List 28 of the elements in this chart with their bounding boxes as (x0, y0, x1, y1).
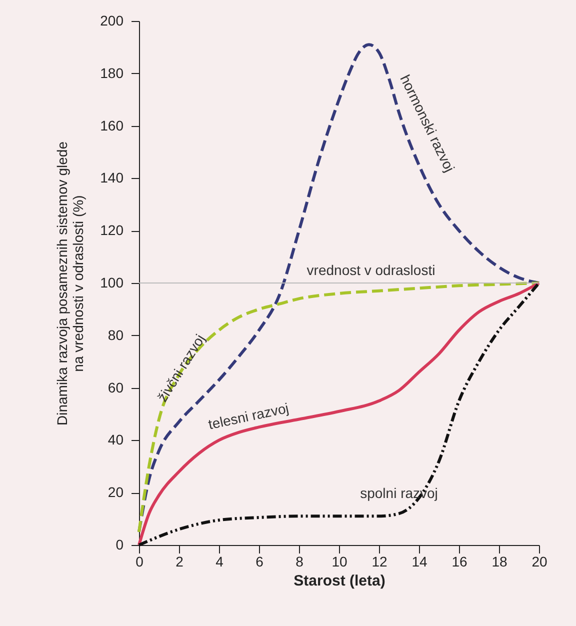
y-tick-label: 60 (108, 379, 124, 396)
x-axis-title: Starost (leta) (294, 572, 386, 590)
y-tick-label: 120 (100, 222, 124, 238)
x-tick-label: 12 (372, 554, 388, 570)
x-tick-label: 2 (176, 554, 184, 570)
x-tick-label: 0 (136, 554, 144, 570)
x-tick-label: 16 (452, 554, 468, 570)
y-tick-label: 140 (100, 170, 124, 186)
y-tick-label: 200 (100, 12, 124, 28)
text: telesni razvoj (206, 400, 290, 432)
x-tick-label: 18 (492, 554, 508, 570)
x-tick-label: 14 (412, 554, 428, 570)
line-series (138, 43, 540, 534)
y-tick-label: 80 (108, 326, 124, 343)
y-tick-label: 180 (100, 64, 124, 81)
y-tick-label: 0 (116, 536, 124, 552)
ref-line-label: vrednost v odraslosti (306, 262, 436, 278)
y-tick-label: 160 (100, 117, 124, 134)
y-tick-label: 40 (108, 432, 124, 448)
series-label: spolni razvoj (360, 485, 438, 502)
x-tick-label: 8 (296, 554, 304, 570)
x-tick-label: 4 (216, 554, 224, 570)
y-tick-label: 20 (108, 484, 124, 500)
y-axis-title: Dinamika razvoja posameznih sistemov glede na vrednosti v odraslosti (%) (54, 141, 86, 426)
y-tick-label: 100 (100, 274, 124, 290)
x-tick-label: 20 (532, 554, 548, 570)
x-tick-label: 10 (332, 554, 348, 570)
x-tick-label: 6 (256, 554, 264, 570)
